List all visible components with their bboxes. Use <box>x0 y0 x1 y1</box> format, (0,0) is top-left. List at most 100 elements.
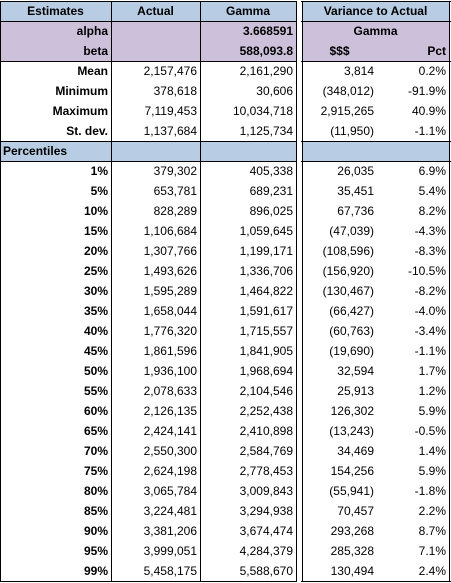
column-divider <box>111 1 112 581</box>
percentile-label: 55% <box>83 384 108 398</box>
percentile-label: 15% <box>83 224 108 238</box>
stat-row: Mean 2,157,476 2,161,290 3,814 0.2% <box>0 61 451 81</box>
percentile-row: 95% 3,999,051 4,284,379 285,328 7.1% <box>0 541 451 561</box>
stat-row: Maximum 7,119,453 10,034,718 2,915,265 40.9% <box>0 101 451 121</box>
stat-gamma: 1,125,734 <box>239 124 293 138</box>
percentile-variance: (130,467) <box>322 284 374 298</box>
percentile-actual: 1,861,596 <box>143 344 197 358</box>
percentile-actual: 2,424,141 <box>143 424 197 438</box>
percentile-actual: 828,289 <box>153 204 197 218</box>
percentile-actual: 5,458,175 <box>143 564 197 578</box>
percentile-label: 70% <box>83 444 108 458</box>
percentile-row: 1% 379,302 405,338 26,035 6.9% <box>0 161 451 181</box>
percentile-label: 30% <box>83 284 108 298</box>
column-divider <box>0 1 1 581</box>
percentile-row: 65% 2,424,141 2,410,898 (13,243) -0.5% <box>0 421 451 441</box>
percentile-pct: 8.2% <box>418 204 446 218</box>
percentile-pct: 5.9% <box>418 464 446 478</box>
percentile-pct: 5.4% <box>418 184 446 198</box>
row-divider <box>0 21 451 22</box>
percentile-label: 20% <box>83 244 108 258</box>
percentile-row: 55% 2,078,633 2,104,546 25,913 1.2% <box>0 381 451 401</box>
column-divider <box>200 1 201 581</box>
param-actual-empty <box>111 41 200 61</box>
percentile-label: 80% <box>83 484 108 498</box>
percentile-pct: 8.7% <box>418 524 446 538</box>
param-label: alpha <box>0 21 111 41</box>
percentile-row: 70% 2,550,300 2,584,769 34,469 1.4% <box>0 441 451 461</box>
row-divider <box>0 1 451 2</box>
percentile-pct: -8.2% <box>414 284 446 298</box>
percentile-variance: (108,596) <box>322 244 374 258</box>
dollars-header: $$$ <box>302 41 377 61</box>
stat-variance: 2,915,265 <box>320 104 374 118</box>
section-fill <box>111 141 200 161</box>
percentile-label: 35% <box>83 304 108 318</box>
param-gamma-value: 3.668591 <box>200 21 296 41</box>
percentile-pct: -0.5% <box>414 424 446 438</box>
percentile-pct: 6.9% <box>418 164 446 178</box>
percentile-row: 99% 5,458,175 5,588,670 130,494 2.4% <box>0 561 451 581</box>
percentile-label: 75% <box>83 464 108 478</box>
percentile-actual: 2,126,135 <box>143 404 197 418</box>
percentile-label: 60% <box>83 404 108 418</box>
percentile-label: 65% <box>83 424 108 438</box>
stat-gamma: 2,161,290 <box>239 64 293 78</box>
percentiles-label: Percentiles <box>0 141 111 161</box>
percentile-pct: 2.4% <box>418 564 446 578</box>
percentile-gamma: 689,231 <box>249 184 293 198</box>
percentile-pct: -4.3% <box>414 224 446 238</box>
block-edge <box>296 1 297 581</box>
percentile-label: 90% <box>83 524 108 538</box>
stat-gamma: 30,606 <box>256 84 293 98</box>
percentile-label: 10% <box>83 204 108 218</box>
percentile-gamma: 1,841,905 <box>239 344 293 358</box>
percentile-gamma: 2,104,546 <box>239 384 293 398</box>
percentile-label: 40% <box>83 324 108 338</box>
percentile-variance: 34,469 <box>337 444 374 458</box>
percentile-variance: (47,039) <box>329 224 374 238</box>
percentile-pct: 1.2% <box>418 384 446 398</box>
percentile-row: 5% 653,781 689,231 35,451 5.4% <box>0 181 451 201</box>
stat-row: Minimum 378,618 30,606 (348,012) -91.9% <box>0 81 451 101</box>
percentile-gamma: 1,336,706 <box>239 264 293 278</box>
percentile-gamma: 3,009,843 <box>239 484 293 498</box>
percentile-label: 45% <box>83 344 108 358</box>
percentile-pct: -1.8% <box>414 484 446 498</box>
percentile-variance: 126,302 <box>330 404 374 418</box>
percentile-row: 80% 3,065,784 3,009,843 (55,941) -1.8% <box>0 481 451 501</box>
percentile-gamma: 1,968,694 <box>239 364 293 378</box>
percentile-variance: 70,457 <box>337 504 374 518</box>
stat-label: Maximum <box>52 104 108 118</box>
stat-row: St. dev. 1,137,684 1,125,734 (11,950) -1.1% <box>0 121 451 141</box>
percentile-gamma: 1,464,822 <box>239 284 293 298</box>
percentile-pct: -3.4% <box>414 324 446 338</box>
percentile-label: 85% <box>83 504 108 518</box>
stat-actual: 2,157,476 <box>143 64 197 78</box>
section-fill <box>302 141 377 161</box>
percentile-actual: 1,658,044 <box>143 304 197 318</box>
percentile-variance: 67,736 <box>337 204 374 218</box>
stat-label: Minimum <box>55 84 108 98</box>
stat-label: Mean <box>77 64 108 78</box>
percentile-actual: 3,065,784 <box>143 484 197 498</box>
percentile-row: 50% 1,936,100 1,968,694 32,594 1.7% <box>0 361 451 381</box>
percentile-variance: 25,913 <box>337 384 374 398</box>
percentile-variance: (55,941) <box>329 484 374 498</box>
percentile-variance: 154,256 <box>330 464 374 478</box>
stat-variance: (11,950) <box>330 124 374 138</box>
percentiles-section-row: Percentiles <box>0 141 451 161</box>
percentile-variance: (19,690) <box>329 344 374 358</box>
actual-header: Actual <box>111 1 200 21</box>
percentile-variance: (60,763) <box>329 324 374 338</box>
section-fill <box>200 141 296 161</box>
percentile-variance: (13,243) <box>329 424 374 438</box>
variance-header: Variance to Actual <box>302 1 449 21</box>
percentile-row: 85% 3,224,481 3,294,938 70,457 2.2% <box>0 501 451 521</box>
row-divider <box>0 581 451 582</box>
stat-pct: 40.9% <box>411 104 446 118</box>
percentile-gamma: 2,778,453 <box>239 464 293 478</box>
stat-variance: (348,012) <box>322 84 374 98</box>
percentile-gamma: 2,584,769 <box>239 444 293 458</box>
stat-actual: 1,137,684 <box>143 124 197 138</box>
